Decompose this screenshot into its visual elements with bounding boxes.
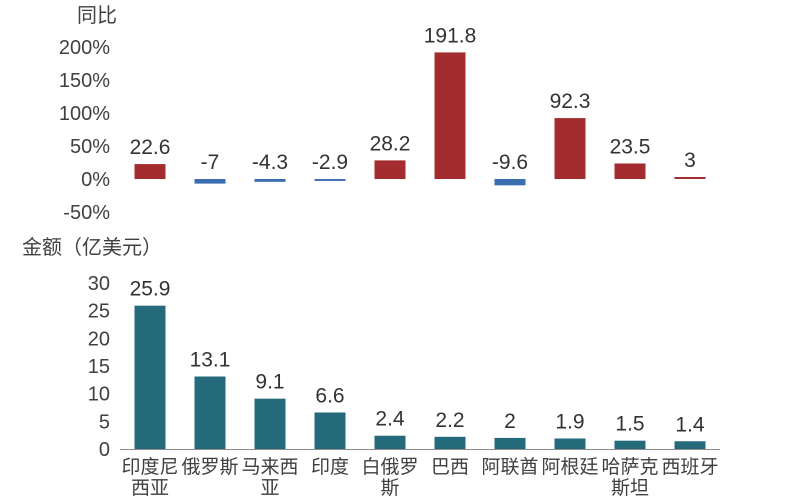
amount-y-tick-label: 20 [88, 328, 110, 350]
yoy-data-label: 92.3 [550, 90, 591, 113]
yoy-bar [434, 52, 466, 179]
category-label: 白俄罗斯 [361, 456, 418, 499]
amount-data-label: 2.2 [435, 409, 464, 432]
yoy-data-label: -4.3 [252, 151, 288, 174]
category-label: 阿根廷 [541, 456, 598, 478]
amount-y-tick-label: 10 [88, 384, 110, 406]
amount-bar [314, 412, 346, 449]
amount-bar [554, 438, 586, 449]
amount-data-label: 1.4 [675, 413, 705, 436]
yoy-data-label: -7 [201, 151, 220, 174]
amount-y-tick-label: 5 [99, 411, 110, 433]
amount-bar [434, 436, 466, 449]
yoy-y-tick-label: 50% [70, 136, 110, 158]
amount-data-label: 2 [504, 410, 516, 433]
yoy-bar [674, 177, 706, 179]
amount-y-tick-label: 0 [99, 439, 110, 461]
category-label: 阿联酋 [481, 456, 538, 478]
category-label: 印度 [311, 456, 349, 478]
yoy-bar [374, 160, 406, 179]
amount-axis-title: 金额（亿美元） [22, 236, 162, 259]
yoy-bar [554, 118, 586, 179]
yoy-data-label: 3 [684, 149, 696, 172]
amount-bar [254, 398, 286, 449]
amount-data-label: 6.6 [315, 384, 344, 407]
category-label: 俄罗斯 [181, 456, 238, 478]
amount-bar [674, 441, 706, 449]
amount-bar [494, 437, 526, 449]
yoy-bar [494, 179, 526, 186]
amount-y-tick-label: 30 [88, 273, 110, 295]
yoy-y-tick-label: 150% [59, 70, 110, 92]
yoy-bar [614, 163, 646, 179]
amount-chart: 金额（亿美元） 30 25 20 15 10 5 0 25.9 13.1 9.1 6.6 2.4 2.2… [22, 236, 720, 499]
amount-data-label: 1.9 [555, 410, 584, 433]
category-label: 马来西亚 [241, 456, 298, 499]
amount-bar [194, 376, 226, 449]
amount-data-label: 25.9 [130, 278, 171, 301]
yoy-data-label: 22.6 [130, 136, 171, 159]
category-label: 印度尼西亚 [121, 456, 178, 499]
amount-data-label: 1.5 [615, 413, 644, 436]
yoy-y-tick-label: -50% [63, 202, 110, 224]
amount-data-label: 2.4 [375, 408, 405, 431]
amount-bar [134, 305, 166, 449]
yoy-y-tick-label: 0% [81, 169, 110, 191]
yoy-data-label: 23.5 [610, 135, 651, 158]
yoy-data-label: 191.8 [424, 24, 477, 47]
yoy-bar [134, 164, 166, 179]
amount-y-tick-label: 25 [88, 301, 110, 323]
yoy-data-label: -2.9 [312, 151, 348, 174]
category-label: 巴西 [431, 457, 469, 478]
yoy-data-label: 28.2 [370, 132, 411, 155]
yoy-bar [194, 179, 226, 184]
category-label: 西班牙 [661, 456, 718, 478]
yoy-y-tick-label: 200% [59, 37, 110, 59]
amount-data-label: 13.1 [190, 349, 231, 372]
yoy-data-label: -9.6 [492, 151, 528, 174]
amount-bar [614, 440, 646, 449]
yoy-axis-title: 同比 [77, 4, 117, 27]
amount-y-tick-label: 15 [88, 356, 110, 378]
yoy-chart: 同比 200% 150% 100% 50% 0% -50% 22.6 -7 -4.3 -2.9 28… [59, 4, 706, 224]
category-label: 哈萨克斯坦 [601, 456, 658, 499]
yoy-bar [254, 179, 286, 182]
amount-bar [374, 435, 406, 449]
amount-data-label: 9.1 [255, 371, 284, 394]
yoy-bar [314, 179, 346, 181]
yoy-y-tick-label: 100% [59, 103, 110, 125]
